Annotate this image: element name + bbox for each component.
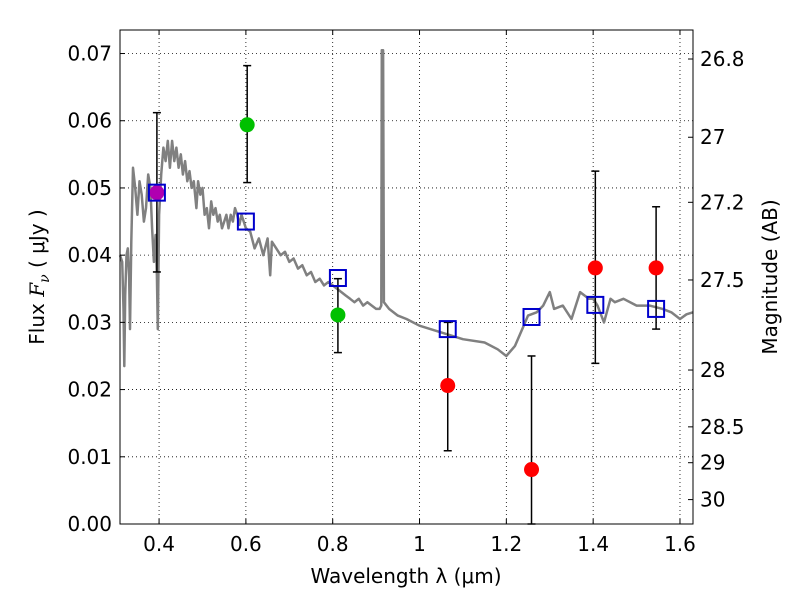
x-tick-label: 0.6 — [230, 532, 262, 556]
x-tick-label: 0.8 — [317, 532, 349, 556]
mag-tick-label: 28.5 — [700, 415, 745, 439]
y-tick-label: 0.05 — [67, 176, 112, 200]
x-tick-label: 1.4 — [577, 532, 609, 556]
y-axis-label-symbol: F — [25, 282, 49, 298]
observed-point — [648, 260, 664, 276]
y-tick-label: 0.04 — [67, 243, 112, 267]
mag-tick-label: 27.5 — [700, 268, 745, 292]
mag-tick-label: 28 — [700, 358, 725, 382]
model-photometry-point — [438, 320, 457, 339]
y-tick-label: 0.03 — [67, 310, 112, 334]
model-spectrum-line — [118, 48, 694, 368]
mag-tick-label: 26.8 — [700, 47, 745, 71]
model-photometry-point — [522, 307, 541, 326]
model-photometry-point — [586, 295, 605, 314]
model-spectrum-layer — [118, 48, 694, 368]
y-axis-label-prefix: Flux — [25, 297, 49, 345]
y-tick-label: 0.01 — [67, 445, 112, 469]
x-axis-label: Wavelength λ (μm) — [310, 564, 501, 588]
y-axis-label-suffix: ( μJy ) — [25, 209, 49, 274]
model-photometry-point — [147, 183, 166, 202]
observed-points-layer — [149, 117, 664, 478]
observed-point — [330, 307, 346, 323]
observed-point — [440, 378, 456, 394]
y-axis-label-subscript: ν — [37, 274, 53, 283]
y-tick-label: 0.02 — [67, 378, 112, 402]
y-tick-label: 0.00 — [67, 512, 112, 536]
x-tick-label: 1.6 — [664, 532, 696, 556]
observed-point — [239, 117, 255, 133]
observed-point — [587, 260, 603, 276]
observed-point — [524, 462, 540, 478]
x-tick-label: 1 — [413, 532, 426, 556]
grid-lines — [120, 30, 693, 525]
model-photometry-point — [328, 269, 347, 288]
tick-labels: 0.4 0.6 0.8 1 1.2 1.4 1.6 0.00 0.01 0.02 0.03 0.04 0… — [67, 42, 744, 556]
mag-tick-label: 29 — [700, 451, 725, 475]
y-axis-label: Flux Fν ( μJy ) — [25, 209, 53, 344]
x-tick-label: 0.4 — [143, 532, 175, 556]
plot-frame — [119, 29, 694, 525]
model-photometry-point — [236, 212, 255, 231]
y-tick-label: 0.06 — [67, 109, 112, 133]
y-tick-label: 0.07 — [67, 42, 112, 66]
model-photometry-layer — [147, 183, 666, 339]
axis-ticks — [120, 30, 693, 525]
mag-tick-label: 30 — [700, 488, 725, 512]
secondary-y-axis-label: Magnitude (AB) — [758, 199, 782, 354]
mag-tick-label: 27 — [700, 125, 725, 149]
model-photometry-point — [647, 299, 666, 318]
x-tick-label: 1.2 — [490, 532, 522, 556]
observed-point — [149, 185, 165, 201]
mag-tick-label: 27.2 — [700, 190, 745, 214]
